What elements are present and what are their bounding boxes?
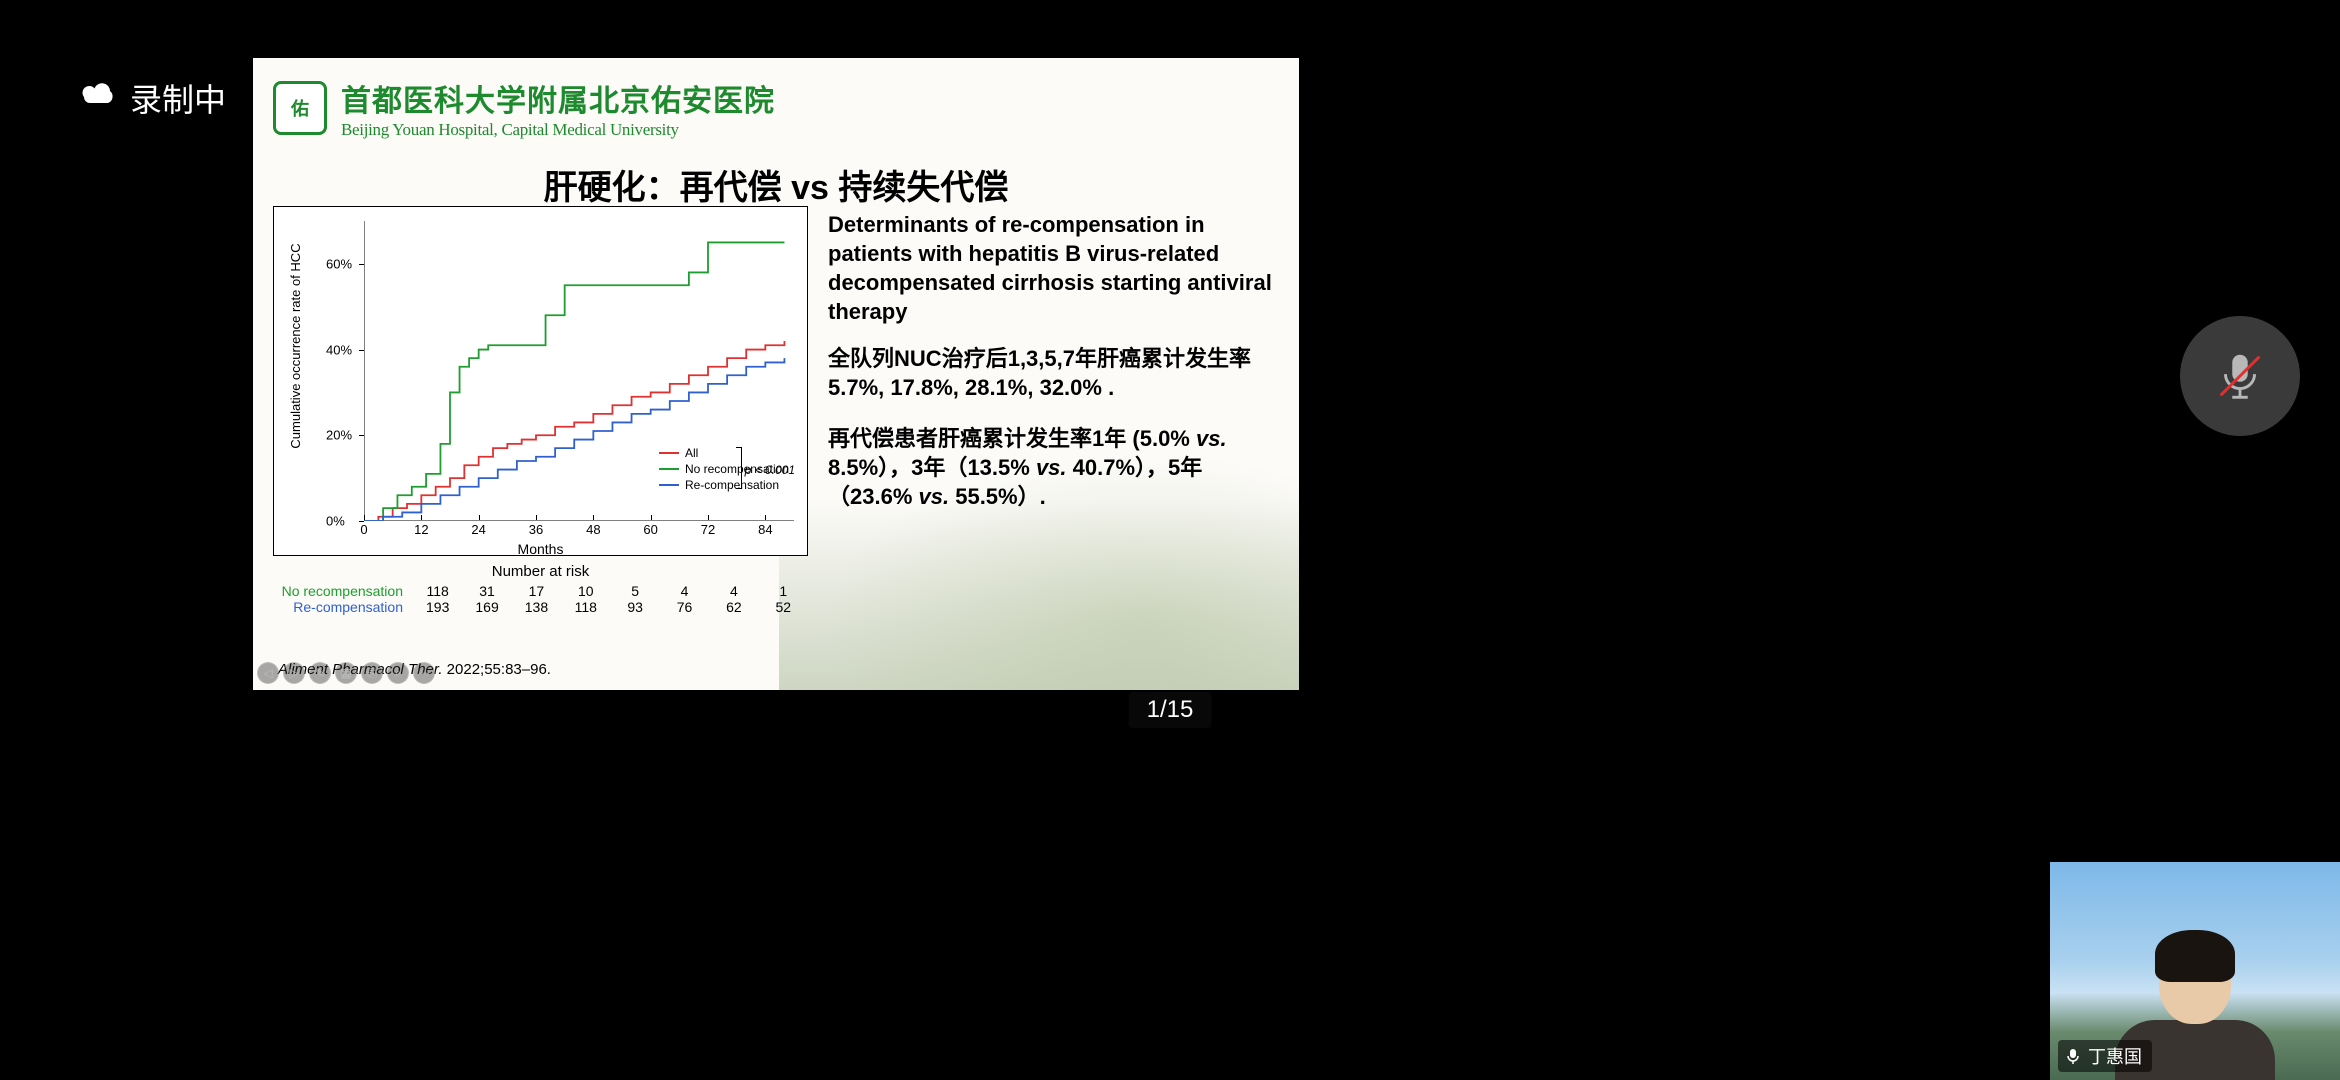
paper-title: Determinants of re-compensation in patie… xyxy=(828,210,1283,326)
hospital-name-en: Beijing Youan Hospital, Capital Medical … xyxy=(341,120,775,140)
slide-nav-button-5[interactable]: ⌕ xyxy=(387,662,409,684)
mic-icon xyxy=(2064,1047,2082,1065)
chart-xtick: 72 xyxy=(701,522,715,537)
slide-nav-button-1[interactable]: ▷ xyxy=(283,662,305,684)
slide-header: 佑 首都医科大学附属北京佑安医院 Beijing Youan Hospital,… xyxy=(273,76,775,140)
speaker-video-thumbnail[interactable]: 丁惠国 xyxy=(2050,862,2340,1080)
slide-nav-button-6[interactable]: ⋯ xyxy=(413,662,435,684)
chart-ylabel: Cumulative occurrence rate of HCC xyxy=(288,244,303,449)
slide-text-column: Determinants of re-compensation in patie… xyxy=(828,210,1283,533)
chart-xtick: 84 xyxy=(758,522,772,537)
mute-mic-button[interactable] xyxy=(2180,316,2300,436)
chart-ytick: 0% xyxy=(326,514,345,529)
chart-xtick: 0 xyxy=(360,522,367,537)
legend-item: Re-compensation xyxy=(659,477,789,493)
slide-nav-button-4[interactable]: ⎘ xyxy=(361,662,383,684)
legend-item: All xyxy=(659,445,789,461)
summary-paragraph-2: 再代偿患者肝癌累计发生率1年 (5.0% vs. 8.5%），3年（13.5% … xyxy=(828,424,1283,511)
slide-nav-controls: ◁▷✎▦⎘⌕⋯ xyxy=(257,662,435,684)
km-chart: Cumulative occurrence rate of HCC Months… xyxy=(273,206,808,556)
risk-title: Number at risk xyxy=(273,563,808,580)
page-counter: 1/15 xyxy=(1129,692,1212,728)
number-at-risk-table: Number at risk No recompensation11831171… xyxy=(273,563,808,615)
chart-ytick: 40% xyxy=(326,342,352,357)
slide-nav-button-2[interactable]: ✎ xyxy=(309,662,331,684)
chart-xtick: 24 xyxy=(471,522,485,537)
chart-ytick: 60% xyxy=(326,256,352,271)
pvalue-bracket xyxy=(736,447,742,489)
hospital-logo: 佑 xyxy=(273,81,327,135)
chart-xtick: 48 xyxy=(586,522,600,537)
recording-indicator: 录制中 xyxy=(78,75,226,121)
chart-xtick: 60 xyxy=(643,522,657,537)
speaker-name-bar: 丁惠国 xyxy=(2058,1040,2152,1072)
mic-muted-icon xyxy=(2211,347,2269,405)
risk-row: No recompensation1183117105441 xyxy=(273,583,808,599)
recording-label: 录制中 xyxy=(130,75,226,121)
citation-detail: 2022;55:83–96. xyxy=(443,661,551,678)
chart-xlabel: Months xyxy=(518,541,564,557)
summary-paragraph-1: 全队列NUC治疗后1,3,5,7年肝癌累计发生率5.7%, 17.8%, 28.… xyxy=(828,344,1283,402)
hospital-name-cn: 首都医科大学附属北京佑安医院 xyxy=(341,76,775,120)
chart-xtick: 12 xyxy=(414,522,428,537)
slide-nav-button-0[interactable]: ◁ xyxy=(257,662,279,684)
chart-ytick: 20% xyxy=(326,428,352,443)
slide-nav-button-3[interactable]: ▦ xyxy=(335,662,357,684)
chart-pvalue: p < 0.001 xyxy=(745,463,795,477)
presentation-slide: 佑 首都医科大学附属北京佑安医院 Beijing Youan Hospital,… xyxy=(253,58,1299,690)
chart-xtick: 36 xyxy=(529,522,543,537)
risk-row: Re-compensation19316913811893766252 xyxy=(273,599,808,615)
slide-title: 肝硬化：再代偿 vs 持续失代偿 xyxy=(253,160,1299,209)
cloud-icon xyxy=(78,79,118,117)
speaker-name: 丁惠国 xyxy=(2088,1043,2142,1069)
